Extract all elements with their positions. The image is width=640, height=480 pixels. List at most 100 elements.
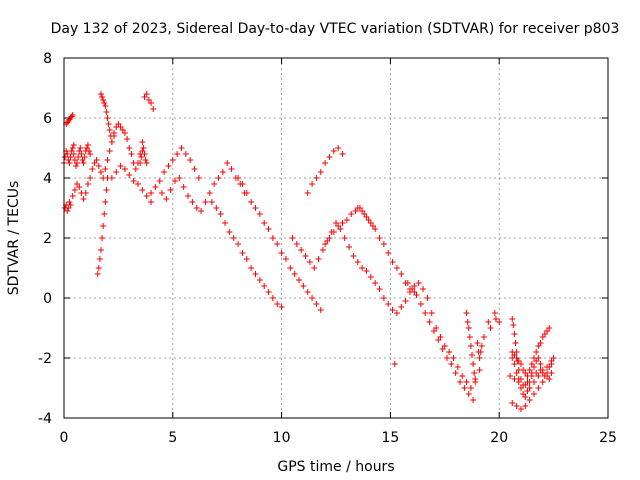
data-point [72,163,79,169]
data-point [533,349,540,355]
data-point [313,301,320,307]
data-point [515,367,522,373]
y-tick-label: 2 [43,231,52,247]
data-point [317,169,324,175]
y-axis-label: SDTVAR / TECUs [6,181,22,296]
data-point [64,208,71,214]
data-point [537,340,544,346]
data-point [457,379,464,385]
data-point [219,169,226,175]
data-point [81,154,88,160]
data-point [156,178,163,184]
data-point [82,190,89,196]
data-point [185,193,192,199]
data-point [470,361,477,367]
data-point [389,307,396,313]
data-point [317,307,324,313]
data-point [107,133,114,139]
data-point [106,148,113,154]
data-point [465,325,472,331]
data-point [134,181,141,187]
data-point [522,403,529,409]
data-point [289,235,296,241]
data-point [333,220,339,226]
data-point [391,361,398,367]
data-point [304,289,311,295]
data-point [121,166,128,172]
data-point [354,205,361,211]
data-point [101,100,108,106]
data-point [380,241,387,247]
data-point [385,301,392,307]
data-point [469,352,475,358]
data-point [422,310,429,316]
data-point [539,370,546,376]
y-tick-label: 4 [43,171,52,187]
data-point [143,160,150,166]
data-point [252,205,259,211]
data-point [359,208,366,214]
data-point [531,379,538,385]
data-point [296,277,303,283]
data-point [161,169,168,175]
data-point [274,301,281,307]
data-point [132,166,139,172]
data-point [514,358,521,364]
data-point [152,184,159,190]
data-point [348,211,355,217]
data-point [350,253,357,259]
data-point [311,265,318,271]
data-point [512,340,519,346]
data-point [439,346,446,352]
data-point [526,385,533,391]
data-point [363,214,370,220]
data-point [480,334,487,340]
data-point [528,373,535,379]
data-point [261,220,268,226]
data-point [67,202,74,208]
data-point [66,199,73,205]
data-point [148,199,155,205]
data-point [104,157,111,163]
data-point [496,319,503,325]
data-point [537,361,544,367]
data-point [298,247,305,253]
data-point [372,226,379,232]
data-point [248,199,255,205]
data-point [148,190,155,196]
data-point [287,265,294,271]
data-point [274,241,281,247]
data-point [87,175,94,181]
data-point [189,199,196,205]
data-point [417,301,424,307]
data-point [526,367,533,373]
data-point [100,97,107,103]
data-point [459,373,466,379]
data-point [354,259,361,265]
data-points [61,91,557,412]
data-point [359,265,366,271]
data-point [105,121,112,127]
y-tick-label: -4 [38,411,52,427]
data-point [420,286,427,292]
chart-title: Day 132 of 2023, Sidereal Day-to-day VTE… [51,21,620,37]
data-point [176,175,183,181]
data-point [130,178,137,184]
data-point [485,319,492,325]
data-point [256,277,263,283]
data-point [224,160,231,166]
data-point [293,241,300,247]
data-point [463,310,470,316]
data-point [428,310,435,316]
data-point [256,211,263,217]
data-point [103,187,110,193]
y-tick-label: 6 [43,111,52,127]
data-point [398,304,405,310]
data-point [471,370,478,376]
data-point [102,166,109,172]
data-point [454,364,461,370]
data-point [304,190,311,196]
y-tick-label: 8 [43,51,52,67]
data-point [148,100,155,106]
data-point [265,226,272,232]
